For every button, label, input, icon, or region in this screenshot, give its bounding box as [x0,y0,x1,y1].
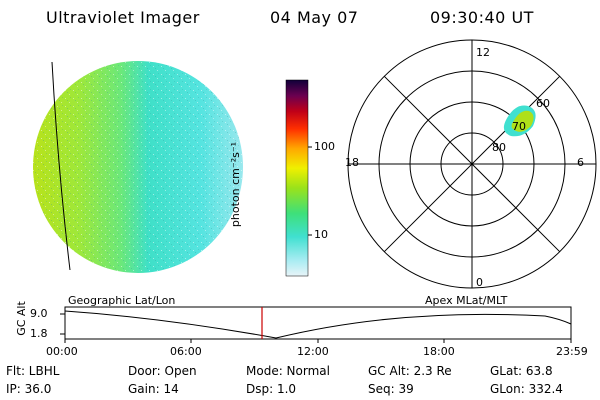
timeline-left-title: Geographic Lat/Lon [68,294,176,307]
timeline-y-tick-1: 1.8 [30,327,48,340]
time-label: 09:30:40 UT [430,8,534,27]
imager-disc [33,61,243,273]
polar-diag-2 [383,75,561,253]
timeline-x-tick-0000: 00:00 [46,345,78,358]
lat-label-80: 80 [492,141,506,154]
timeline-x-tick-1800: 18:00 [423,345,455,358]
mlt-label-6: 6 [577,156,584,169]
mlt-label-0: 0 [476,276,483,289]
timeline-x-tick-1200: 12:00 [297,345,329,358]
instrument-title: Ultraviolet Imager [46,8,200,27]
status-ip: IP: 36.0 [6,382,52,396]
timeline-panel [60,306,572,343]
timeline-x-tick-0600: 06:00 [170,345,202,358]
status-gain: Gain: 14 [128,382,179,396]
timeline-y-tick-9: 9.0 [30,307,48,320]
lat-label-60: 60 [536,97,550,110]
status-door: Door: Open [128,364,197,378]
lat-label-70: 70 [512,120,526,133]
colorbar-label-10: 10 [314,228,328,241]
colorbar-unit-label: photon cm⁻²s⁻¹ [229,141,243,228]
colorbar [285,79,312,277]
status-dsp: Dsp: 1.0 [246,382,297,396]
altitude-curve [64,310,572,339]
status-glat: GLat: 63.8 [490,364,553,378]
status-glon: GLon: 332.4 [490,382,563,396]
status-mode: Mode: Normal [246,364,330,378]
polar-plot [347,39,597,289]
colorbar-label-100: 100 [314,140,335,153]
date-label: 04 May 07 [270,8,359,27]
terminator-line [51,61,71,271]
status-filter: Flt: LBHL [6,364,60,378]
mlt-label-18: 18 [345,156,359,169]
timeline-x-tick-2359: 23:59 [556,345,588,358]
status-seq: Seq: 39 [368,382,414,396]
mlt-label-12: 12 [476,46,490,59]
timeline-y-title: GC Alt [14,301,28,336]
timeline-right-title: Apex MLat/MLT [425,294,508,307]
aurora-patch [503,105,536,137]
status-gc-alt: GC Alt: 2.3 Re [368,364,452,378]
